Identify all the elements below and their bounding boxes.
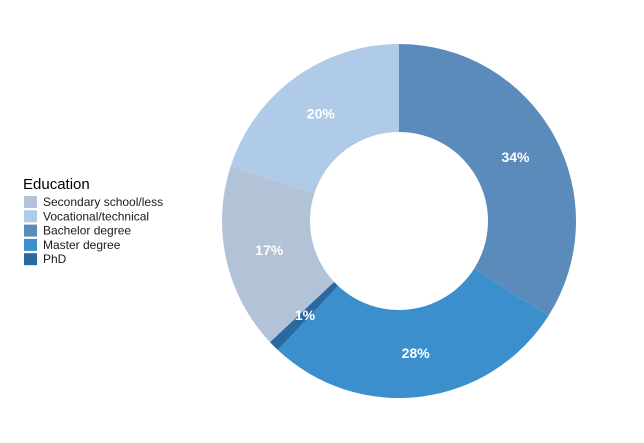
slice-label-vocational-technical: 20% (307, 105, 336, 121)
legend-title: Education (23, 176, 90, 193)
slice-label-phd: 1% (295, 307, 316, 323)
slice-master-degree (277, 268, 549, 399)
legend-label-secondary-school-less: Secondary school/less (43, 195, 163, 209)
legend-label-bachelor-degree: Bachelor degree (43, 224, 131, 238)
legend-item-phd: PhD (24, 252, 67, 266)
legend-swatch-secondary-school-less (24, 196, 37, 208)
legend-item-vocational-technical: Vocational/technical (24, 209, 149, 223)
legend-swatch-vocational-technical (24, 210, 37, 223)
legend: Education Secondary school/lessVocationa… (23, 176, 163, 266)
legend-label-vocational-technical: Vocational/technical (43, 209, 149, 223)
legend-item-secondary-school-less: Secondary school/less (24, 195, 163, 209)
legend-label-phd: PhD (43, 252, 67, 266)
slice-label-master-degree: 28% (402, 345, 431, 361)
legend-swatch-bachelor-degree (24, 224, 37, 237)
slice-phd (269, 281, 339, 351)
slice-label-bachelor-degree: 34% (501, 149, 530, 165)
slice-label-secondary-school-less: 17% (255, 242, 284, 258)
legend-swatch-phd (24, 253, 37, 266)
donut-slice-labels: 34% 28% 1% 17% 20% (255, 105, 530, 361)
slice-secondary-school-less (222, 166, 335, 343)
legend-item-master-degree: Master degree (24, 238, 121, 252)
legend-label-master-degree: Master degree (43, 238, 121, 252)
legend-item-bachelor-degree: Bachelor degree (24, 224, 131, 238)
slice-bachelor-degree (399, 44, 576, 316)
donut-slices (222, 44, 576, 399)
slice-vocational-technical (230, 44, 399, 194)
legend-swatch-master-degree (24, 238, 37, 251)
